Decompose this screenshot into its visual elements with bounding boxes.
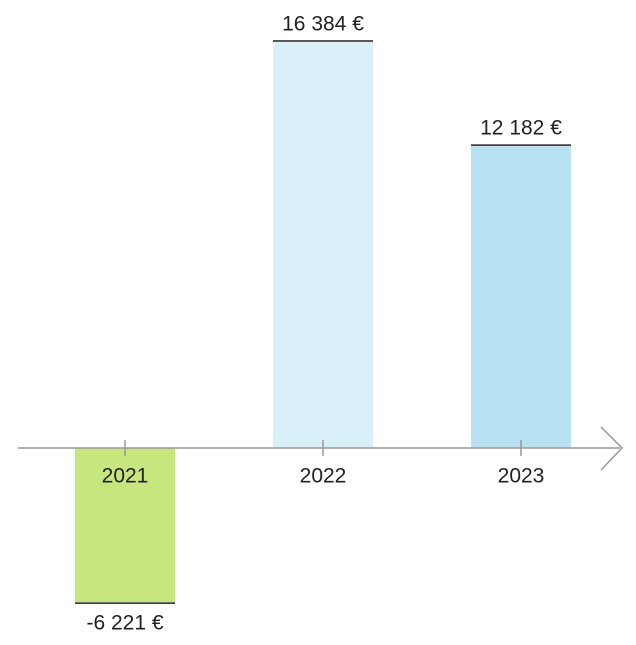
bar — [273, 42, 373, 448]
x-axis — [18, 426, 624, 471]
bar — [471, 146, 571, 448]
x-tick-label: 2023 — [498, 465, 545, 488]
value-label: -6 221 € — [86, 612, 163, 635]
x-tick-label: 2022 — [300, 465, 347, 488]
bars — [75, 42, 571, 603]
bar — [75, 448, 175, 603]
axis-arrow — [600, 426, 624, 471]
value-label: 16 384 € — [282, 13, 364, 36]
x-tick-label: 2021 — [102, 465, 149, 488]
value-label: 12 182 € — [480, 117, 562, 140]
labels: -6 221 € 2021 16 384 € 2022 12 182 € 2023 — [75, 13, 571, 635]
